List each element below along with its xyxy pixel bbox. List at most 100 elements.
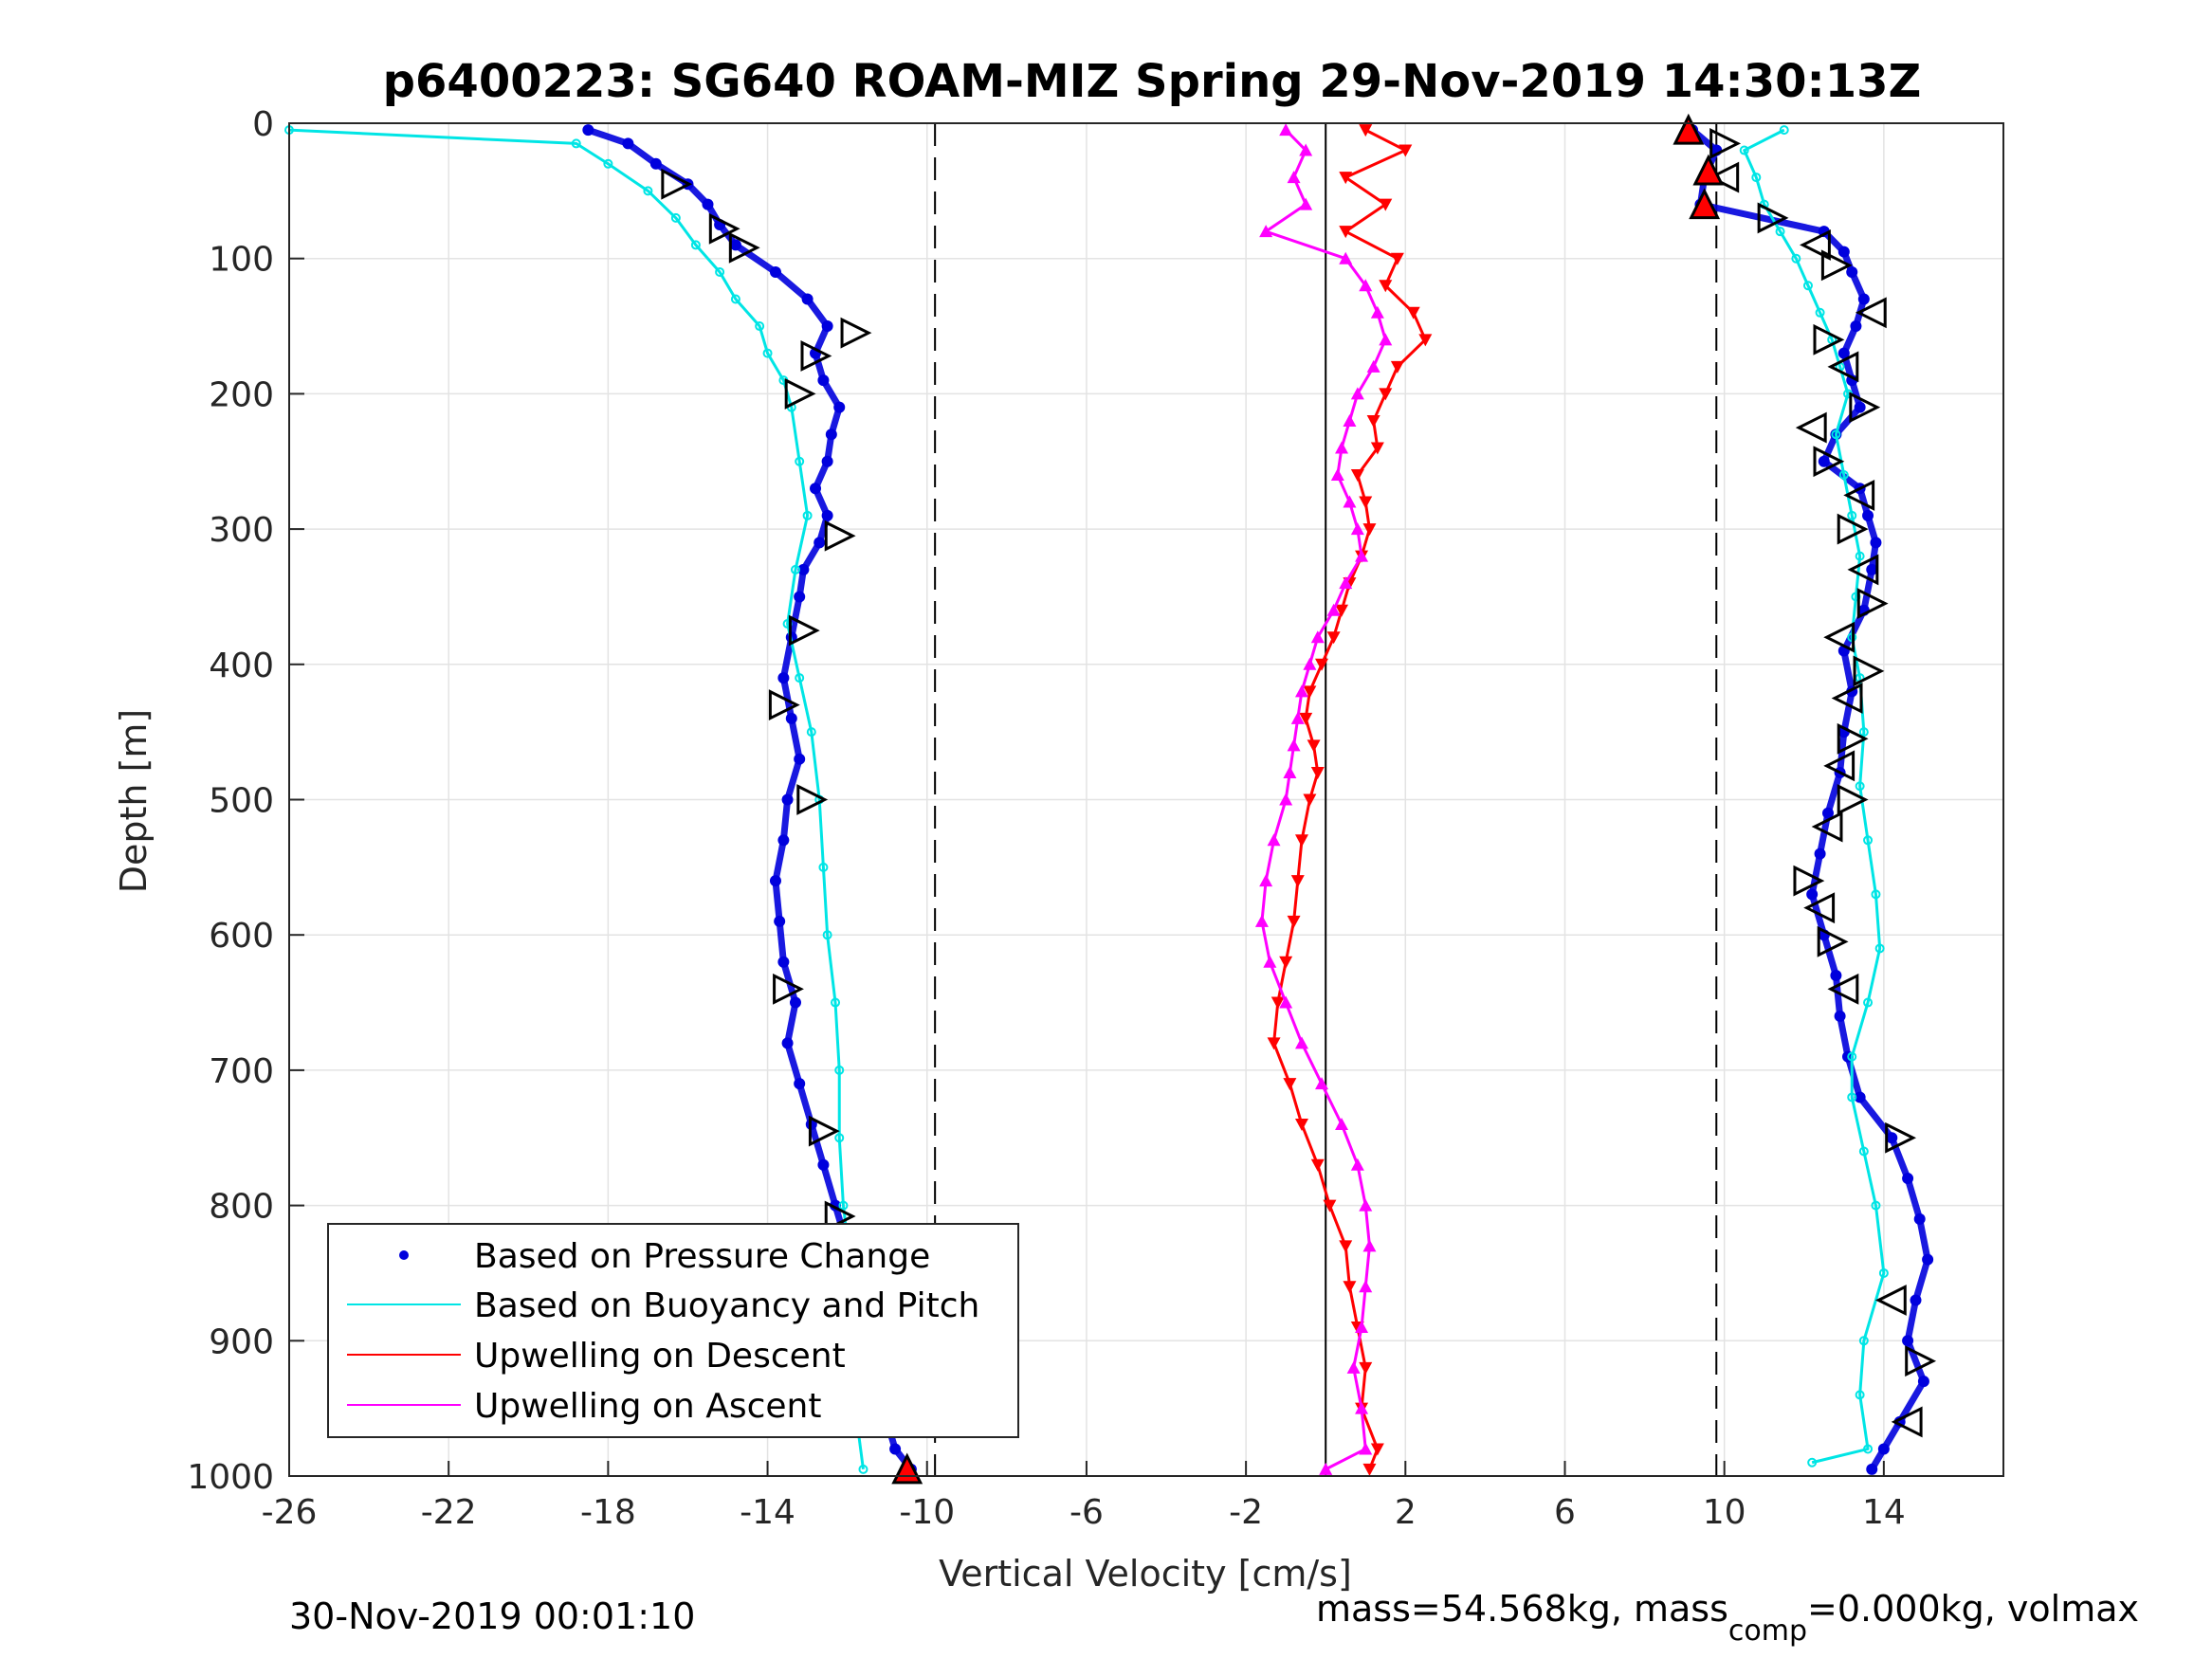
x-tick-label: -26 — [262, 1493, 318, 1532]
pressure-change-point — [774, 915, 786, 927]
turn-marker-ascent — [1837, 722, 1869, 755]
upwelling-descent-point — [1359, 1361, 1373, 1375]
legend-box — [327, 1223, 1019, 1438]
pressure-change-point — [1806, 888, 1819, 901]
buoyancy-point — [1838, 470, 1849, 481]
upwelling-descent-point — [1290, 875, 1305, 888]
buoyancy-point — [1855, 1390, 1865, 1400]
pressure-change-point — [810, 483, 822, 495]
upwelling-ascent-point — [1263, 955, 1277, 968]
surface-marker — [1673, 113, 1705, 145]
upwelling-descent-point — [1362, 523, 1377, 537]
pressure-change-point — [1837, 246, 1850, 258]
upwelling-descent-point — [1283, 1078, 1297, 1091]
buoyancy-point — [1779, 125, 1789, 136]
pressure-change-point — [777, 672, 790, 684]
turn-marker-ascent — [1820, 249, 1853, 282]
x-tick-label: -6 — [1069, 1493, 1104, 1532]
upwelling-ascent-point — [1326, 603, 1341, 616]
footer-timestamp: 30-Nov-2019 00:01:10 — [289, 1595, 695, 1637]
buoyancy-point — [1802, 281, 1813, 291]
buoyancy-point — [858, 1464, 868, 1474]
upwelling-descent-point — [1271, 996, 1285, 1010]
turn-marker-ascent — [1827, 973, 1859, 1005]
buoyancy-point — [1855, 781, 1865, 792]
turn-marker-descent — [768, 689, 800, 721]
turn-marker-descent — [728, 231, 760, 264]
turn-marker-ascent — [1800, 229, 1831, 261]
turn-marker-ascent — [1837, 784, 1869, 815]
turn-marker-ascent — [1823, 750, 1856, 782]
x-tick-label: -10 — [899, 1493, 955, 1532]
buoyancy-point — [1874, 943, 1885, 954]
pressure-change-point — [781, 793, 794, 806]
upwelling-descent-point — [1303, 685, 1317, 699]
buoyancy-point — [1751, 173, 1762, 183]
buoyancy-point — [1739, 145, 1749, 155]
upwelling-ascent-point — [1303, 657, 1317, 670]
buoyancy-point — [1847, 1051, 1857, 1062]
upwelling-descent-point — [1326, 631, 1341, 645]
upwelling-descent-point — [1390, 252, 1404, 265]
buoyancy-point — [1858, 1336, 1869, 1346]
buoyancy-point — [1815, 307, 1825, 318]
buoyancy-point — [715, 266, 725, 277]
pressure-change-point — [817, 1158, 830, 1171]
buoyancy-point — [1858, 727, 1869, 738]
buoyancy-point — [1871, 889, 1881, 900]
chart-title: p6400223: SG640 ROAM-MIZ Spring 29-Nov-2… — [383, 55, 1922, 108]
buoyancy-point — [790, 564, 800, 574]
y-tick-label: 900 — [209, 1322, 274, 1361]
upwelling-ascent-point — [1283, 765, 1297, 778]
pressure-change-point — [794, 753, 806, 765]
turn-marker-descent — [773, 973, 804, 1005]
upwelling-ascent-point — [1346, 1360, 1361, 1374]
pressure-change-point — [1850, 320, 1862, 333]
turn-marker-ascent — [1831, 683, 1863, 714]
upwelling-ascent-point — [1359, 1198, 1373, 1212]
pressure-change-point — [1837, 347, 1850, 359]
turn-marker-ascent — [1817, 925, 1849, 957]
turn-marker-ascent — [1803, 892, 1836, 924]
pressure-change-point — [777, 956, 790, 968]
pressure-change-point — [1854, 401, 1866, 413]
pressure-change-point — [622, 137, 634, 150]
upwelling-descent-point — [1339, 226, 1353, 239]
upwelling-descent-point — [1339, 1240, 1353, 1253]
upwelling-descent-point — [1359, 124, 1373, 137]
upwelling-descent-point — [1398, 144, 1413, 157]
upwelling-ascent-point — [1279, 995, 1293, 1009]
upwelling-ascent-point — [1335, 441, 1349, 454]
buoyancy-point — [795, 673, 805, 684]
pressure-change-point — [769, 265, 781, 278]
turn-marker-ascent — [1849, 392, 1881, 424]
pressure-change-point — [821, 509, 833, 521]
turn-marker-descent — [808, 1115, 840, 1147]
pressure-change-point — [785, 712, 797, 724]
upwelling-descent-point — [1303, 793, 1317, 807]
upwelling-ascent-point — [1259, 225, 1273, 238]
buoyancy-point — [670, 212, 681, 223]
turn-marker-descent — [796, 784, 829, 815]
buoyancy-point — [762, 348, 773, 358]
buoyancy-point — [1855, 551, 1865, 561]
upwelling-descent-point — [1287, 915, 1301, 928]
upwelling-descent-point — [1379, 388, 1393, 401]
pressure-change-point — [1902, 1335, 1914, 1347]
upwelling-descent-point — [1310, 1158, 1325, 1172]
buoyancy-point — [643, 186, 653, 196]
turn-marker-ascent — [1709, 127, 1742, 159]
turn-marker-ascent — [1813, 323, 1845, 356]
pressure-change-point — [797, 563, 810, 575]
turn-marker-ascent — [1843, 479, 1875, 511]
buoyancy-point — [834, 1065, 845, 1075]
pressure-change-point — [1846, 265, 1858, 278]
upwelling-ascent-point — [1343, 413, 1357, 427]
turn-marker-ascent — [1855, 297, 1887, 329]
y-tick-label: 1000 — [187, 1458, 274, 1497]
upwelling-ascent-point — [1287, 171, 1301, 184]
turn-marker-ascent — [1757, 202, 1789, 234]
upwelling-ascent-point — [1267, 833, 1281, 847]
pressure-change-point — [702, 198, 714, 210]
